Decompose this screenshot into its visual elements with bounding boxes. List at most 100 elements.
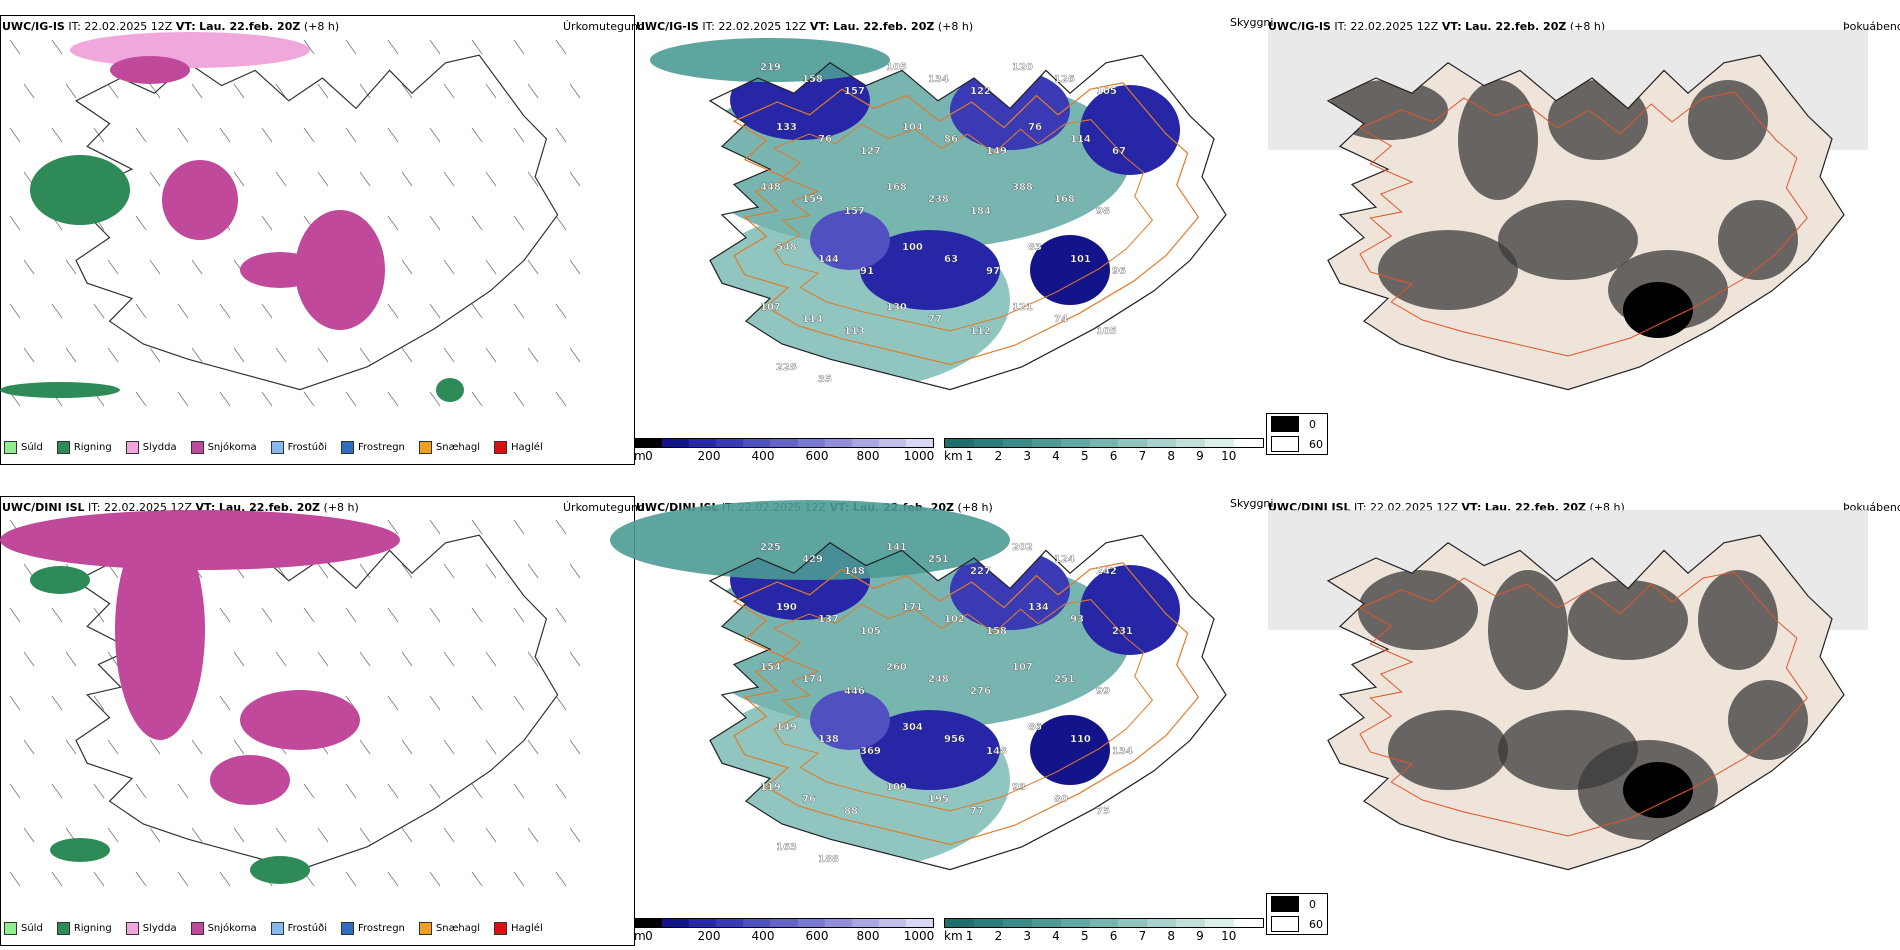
road-network xyxy=(1358,91,1808,357)
it-label: IT: xyxy=(88,501,101,514)
ceiling-value-label: 148 xyxy=(986,746,1007,757)
precip-type-map-frame xyxy=(0,15,635,465)
wind-barb xyxy=(471,871,483,887)
colorbar-unit: m xyxy=(634,929,646,943)
fog-dense-area xyxy=(1718,200,1798,280)
legend-item: Frostúði xyxy=(270,922,327,935)
rain-area xyxy=(250,856,310,884)
ceiling-value-label: 956 xyxy=(944,734,965,745)
visibility-colorbar: km 1 2 3 4 5 6 7 8 9 10 xyxy=(944,438,1264,463)
wind-barb xyxy=(387,303,399,319)
legend-swatch xyxy=(494,441,508,454)
colorbar-tick: 2 xyxy=(994,929,1003,943)
wind-barb xyxy=(387,695,399,711)
ceiling-value-label: 88 xyxy=(844,806,858,817)
colorbar-tick: 400 xyxy=(751,449,775,463)
wind-barb xyxy=(135,391,147,407)
ceiling-value-label: 225 xyxy=(760,542,781,553)
legend-swatch xyxy=(418,922,432,935)
wind-barb xyxy=(513,695,525,711)
wind-barb xyxy=(401,739,413,755)
wind-barb xyxy=(527,563,539,579)
vt-label: VT: xyxy=(1441,20,1462,33)
low-ceiling-area xyxy=(950,550,1070,630)
colorbar-segment xyxy=(797,919,825,927)
wind-barb xyxy=(23,347,35,363)
wind-barb xyxy=(401,259,413,275)
wind-barb xyxy=(485,259,497,275)
fog-key-row: 0 xyxy=(1267,414,1327,434)
road-network xyxy=(1358,571,1808,837)
ceiling-value-label: 120 xyxy=(1012,62,1033,73)
wind-barb xyxy=(485,563,497,579)
colorbar-segment xyxy=(824,919,852,927)
colorbar-segment xyxy=(635,439,663,447)
colorbar-tick: 200 xyxy=(697,929,721,943)
ceiling-value-label: 137 xyxy=(818,614,839,625)
wind-barb xyxy=(233,651,245,667)
wind-barb xyxy=(569,171,581,187)
wind-barb xyxy=(345,127,357,143)
ceiling-value-label: 157 xyxy=(844,86,865,97)
wind-barb xyxy=(317,347,329,363)
colorbar-segment xyxy=(635,919,663,927)
ceiling-value-label: 112 xyxy=(970,326,991,337)
colorbar-tick: 800 xyxy=(856,449,880,463)
wind-barb xyxy=(107,651,119,667)
fog-dense-area xyxy=(1568,580,1688,660)
colorbar-segment xyxy=(743,439,771,447)
ceiling-value-label: 149 xyxy=(776,722,797,733)
rain-area xyxy=(30,155,130,225)
visibility-title: Skyggni xyxy=(1230,497,1274,510)
wind-barb xyxy=(191,739,203,755)
visibility-area xyxy=(650,38,890,82)
snow-area xyxy=(0,510,400,570)
wind-barb xyxy=(513,39,525,55)
legend-item: Snæhagl xyxy=(418,441,481,454)
fog-indicator-key: 0 60 xyxy=(1266,893,1328,935)
legend-item: Haglél xyxy=(494,441,543,454)
wind-barb xyxy=(219,695,231,711)
wind-barb xyxy=(233,739,245,755)
legend-label: Snæhagl xyxy=(435,923,481,934)
ceiling-value-label: 99 xyxy=(1096,686,1110,697)
wind-barb xyxy=(527,739,539,755)
wind-barb xyxy=(555,39,567,55)
legend-item: Frostregn xyxy=(341,441,405,454)
wind-barb xyxy=(443,563,455,579)
wind-barb xyxy=(23,259,35,275)
wind-barb xyxy=(569,563,581,579)
colorbar-segment xyxy=(716,439,744,447)
lead-time: (+8 h) xyxy=(937,20,974,33)
wind-barb xyxy=(429,871,441,887)
ceiling-value-label: 98 xyxy=(1096,206,1110,217)
rain-area xyxy=(436,378,464,402)
wind-barb xyxy=(401,347,413,363)
ceiling-value-label: 121 xyxy=(1012,302,1033,313)
colorbar-segment xyxy=(689,919,717,927)
legend-swatch xyxy=(56,922,70,935)
colorbar-tick: 5 xyxy=(1080,449,1089,463)
wind-barb xyxy=(401,83,413,99)
wind-barb xyxy=(275,83,287,99)
ceiling-value-label: 202 xyxy=(1012,542,1033,553)
colorbar-tick: 6 xyxy=(1109,929,1118,943)
wind-barb xyxy=(303,607,315,623)
ceiling-value-label: 101 xyxy=(1070,254,1091,265)
ceiling-value-label: 548 xyxy=(776,242,797,253)
wind-barb xyxy=(219,607,231,623)
legend-label: Slydda xyxy=(142,923,177,934)
wind-barb xyxy=(359,739,371,755)
colorbar-segment xyxy=(1234,919,1263,927)
low-ceiling-area xyxy=(1080,85,1180,175)
vt-label: VT: xyxy=(809,20,830,33)
wind-barb xyxy=(9,783,21,799)
ceiling-value-label: 77 xyxy=(928,314,942,325)
ceiling-value-label: 76 xyxy=(818,134,832,145)
precip-type-title: Úrkomutegund xyxy=(563,20,645,33)
precip-type-map-frame xyxy=(0,496,635,946)
legend-label: Snæhagl xyxy=(435,442,481,453)
colorbar-tick: 400 xyxy=(751,929,775,943)
colorbar-segment xyxy=(851,919,879,927)
colorbar-tick: 1000 xyxy=(903,929,935,943)
